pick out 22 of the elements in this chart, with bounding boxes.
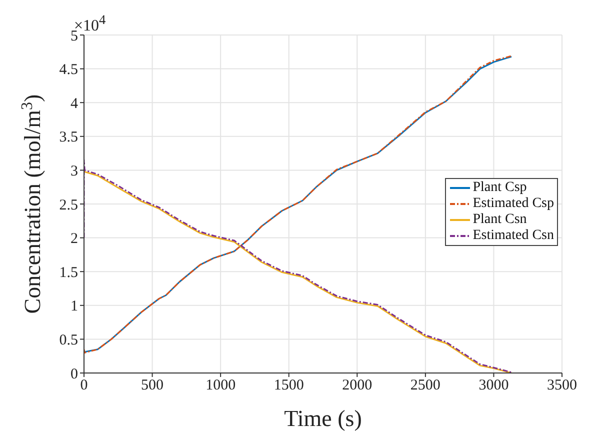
x-tick-label: 2500 xyxy=(410,378,440,394)
legend-label: Plant Csp xyxy=(472,180,527,196)
y-tick-label: 1.5 xyxy=(59,264,78,281)
y-tick-label: 1 xyxy=(70,298,78,315)
y-tick-label: 0 xyxy=(70,366,78,382)
y-tick-label: 3.5 xyxy=(59,130,78,146)
legend-label: Estimated Csn xyxy=(472,228,554,244)
legend-label: Estimated Csp xyxy=(472,196,554,212)
y-tick-label: 2 xyxy=(70,231,78,248)
x-tick-label: 2000 xyxy=(342,378,372,394)
y-tick-label: 0.5 xyxy=(59,332,78,349)
x-tick-label: 3000 xyxy=(478,378,509,394)
y-tick-label: 2.5 xyxy=(59,197,78,214)
legend-label: Plant Csn xyxy=(472,212,527,228)
x-tick-label: 3500 xyxy=(547,378,577,394)
x-axis-title: Time (s) xyxy=(284,406,362,431)
x-tick-label: 1500 xyxy=(274,378,304,394)
x-tick-label: 500 xyxy=(141,378,164,394)
y-tick-label: 4 xyxy=(70,96,78,112)
y-tick-label: 3 xyxy=(70,164,78,180)
y-tick-label: 4.5 xyxy=(59,62,78,78)
x-tick-label: 1000 xyxy=(206,378,236,394)
